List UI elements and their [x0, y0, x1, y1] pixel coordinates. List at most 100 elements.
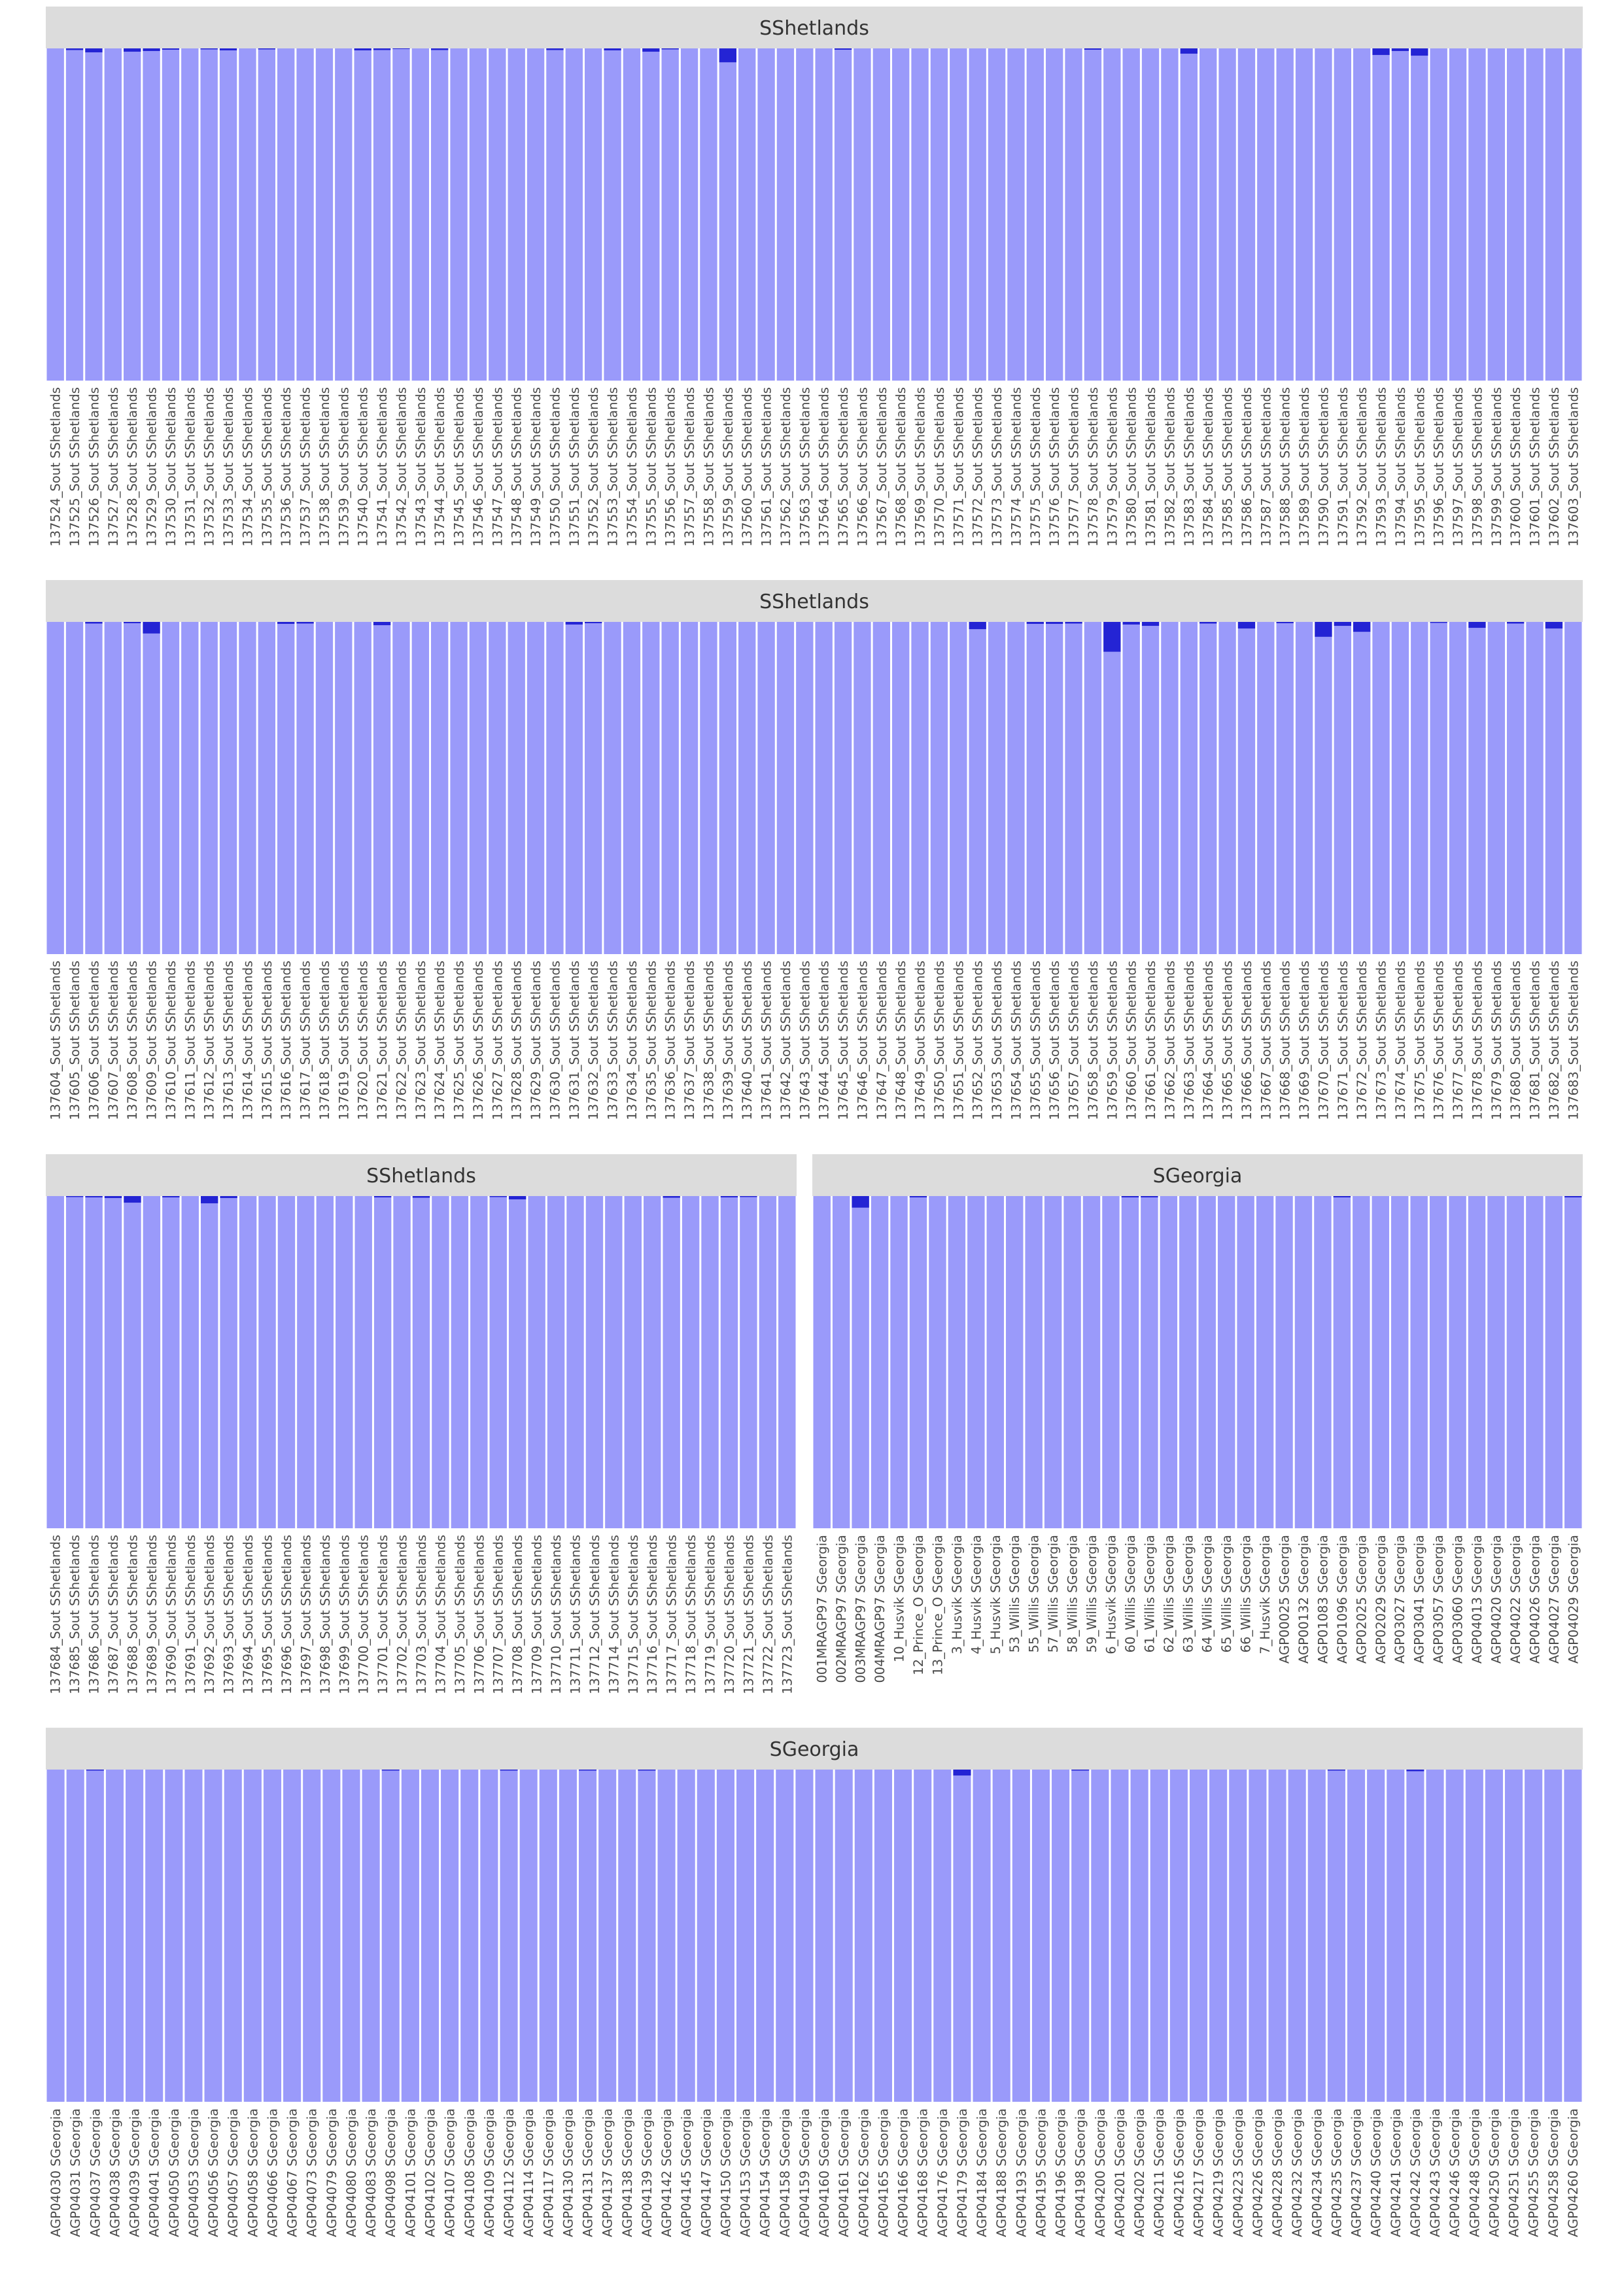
bar-minor-ancestry [546, 48, 564, 50]
tick-label: AGP01083 SGeorgia [1315, 1535, 1330, 1664]
tick-label: AGP04201 SGeorgia [1113, 2108, 1128, 2237]
bar-minor-ancestry [604, 48, 621, 51]
bar-major-ancestry [441, 1770, 459, 2102]
bar-major-ancestry [342, 1770, 360, 2102]
bar-minor-ancestry [65, 48, 84, 50]
bar-major-ancestry [297, 1196, 315, 1528]
bar-major-ancestry [181, 622, 199, 954]
tick-label: 137657_Sout SShetlands [1067, 961, 1082, 1120]
tick-label: 137628_Sout SShetlands [509, 961, 525, 1120]
tick-label: 137709_Sout SShetlands [530, 1535, 545, 1694]
bar-major-ancestry [1526, 48, 1544, 381]
bar-major-ancestry [66, 1770, 84, 2102]
tick-label: AGP04067 SGeorgia [285, 2108, 300, 2237]
tick-label: 137622_Sout SShetlands [394, 961, 409, 1120]
tick-label: 137665_Sout SShetlands [1220, 961, 1235, 1120]
bar-major-ancestry [1468, 1196, 1486, 1528]
tick-label: 003MRAGP97 SGeorgia [854, 1535, 869, 1683]
tick-label: AGP04226 SGeorgia [1251, 2108, 1266, 2237]
bar-major-ancestry [948, 1196, 966, 1528]
tick-label: 12_Prince_O SGeorgia [911, 1535, 926, 1675]
bar-major-ancestry [795, 1770, 814, 2102]
tick-label: 137549_Sout SShetlands [528, 387, 544, 547]
tick-label: AGP02029 SGeorgia [1373, 1535, 1389, 1664]
bar-major-ancestry [411, 48, 429, 381]
tick-label: 137695_Sout SShetlands [260, 1535, 275, 1694]
tick-label: AGP04235 SGeorgia [1329, 2108, 1344, 2237]
tick-label: 137572_Sout SShetlands [971, 387, 986, 547]
bar-minor-ancestry [740, 1196, 757, 1197]
tick-label: 137678_Sout SShetlands [1470, 961, 1485, 1120]
bar-minor-ancestry [1065, 622, 1082, 624]
bar-minor-ancestry [104, 1196, 122, 1199]
bar-minor-ancestry [1071, 1770, 1090, 1771]
bar-major-ancestry [1430, 623, 1447, 954]
bar-major-ancestry [381, 1770, 400, 2102]
bar-major-ancestry [450, 48, 468, 381]
bar-major-ancestry [1468, 628, 1486, 954]
tick-label: AGP04139 SGeorgia [640, 2108, 655, 2237]
tick-label: AGP04251 SGeorgia [1507, 2108, 1522, 2237]
bar-minor-ancestry [1564, 1196, 1582, 1198]
bar-major-ancestry [460, 1770, 479, 2102]
tick-label: AGP04250 SGeorgia [1487, 2108, 1502, 2237]
bar-major-ancestry [1288, 1770, 1306, 2102]
tick-label: AGP04193 SGeorgia [1014, 2108, 1029, 2237]
bar-major-ancestry [469, 622, 487, 954]
bar-major-ancestry [1257, 48, 1275, 381]
bar-major-ancestry [1237, 48, 1256, 381]
bar-major-ancestry [950, 622, 967, 954]
bar-major-ancestry [200, 1203, 218, 1528]
tick-label: AGP04150 SGeorgia [718, 2108, 733, 2237]
bar-major-ancestry [546, 622, 564, 954]
tick-label: 137580_Sout SShetlands [1124, 387, 1139, 547]
tick-label: AGP04112 SGeorgia [502, 2108, 517, 2237]
tick-label: 137540_Sout SShetlands [356, 387, 371, 547]
tick-label: AGP04013 SGeorgia [1470, 1535, 1485, 1664]
bar-major-ancestry [1025, 1196, 1043, 1528]
tick-label: 137607_Sout SShetlands [106, 961, 121, 1120]
tick-label: 137705_Sout SShetlands [453, 1535, 468, 1694]
bar-major-ancestry [124, 52, 141, 381]
bar-major-ancestry [776, 48, 795, 381]
tick-label: 137541_Sout SShetlands [375, 387, 390, 547]
bar-major-ancestry [623, 48, 641, 381]
bar-major-ancestry [1487, 48, 1505, 381]
tick-label: 137706_Sout SShetlands [472, 1535, 487, 1694]
bar-minor-ancestry [969, 622, 986, 630]
bar-minor-ancestry [1333, 1196, 1351, 1198]
bar-major-ancestry [124, 623, 141, 954]
bar-major-ancestry [145, 1770, 164, 2102]
bar-major-ancestry [500, 1770, 518, 2102]
bar-minor-ancestry [1507, 622, 1525, 624]
bar-major-ancestry [1507, 623, 1525, 954]
tick-label: 62_Willis SGeorgia [1162, 1535, 1177, 1653]
tick-label: 137640_Sout SShetlands [740, 961, 755, 1120]
bar-minor-ancestry [373, 1196, 392, 1198]
tick-label: 137550_Sout SShetlands [547, 387, 562, 547]
tick-label: 137604_Sout SShetlands [48, 961, 63, 1120]
bar-major-ancestry [243, 1770, 262, 2102]
tick-label: 137560_Sout SShetlands [740, 387, 755, 547]
tick-label: AGP04166 SGeorgia [896, 2108, 911, 2237]
tick-label: 13_Prince_O SGeorgia [930, 1535, 945, 1675]
bar-major-ancestry [890, 1196, 908, 1528]
tick-label: 137642_Sout SShetlands [778, 961, 793, 1120]
tick-label: AGP04255 SGeorgia [1527, 2108, 1542, 2237]
tick-label: 137551_Sout SShetlands [567, 387, 582, 547]
bar-minor-ancestry [162, 1196, 180, 1198]
bar-major-ancestry [834, 50, 852, 381]
tick-label: 137589_Sout SShetlands [1297, 387, 1312, 547]
bar-major-ancestry [892, 48, 910, 381]
bar-major-ancestry [578, 1770, 597, 2102]
bar-minor-ancestry [392, 48, 410, 50]
bar-minor-ancestry [1122, 622, 1140, 625]
tick-label: 137554_Sout SShetlands [625, 387, 640, 547]
bar-major-ancestry [1121, 1197, 1139, 1528]
bar-minor-ancestry [1046, 622, 1063, 625]
bar-major-ancestry [757, 48, 775, 381]
tick-label: 10_Husvik SGeorgia [892, 1535, 907, 1662]
bar-minor-ancestry [143, 48, 160, 52]
tick-label: 137675_Sout SShetlands [1412, 961, 1427, 1120]
bar-major-ancestry [1391, 51, 1409, 381]
